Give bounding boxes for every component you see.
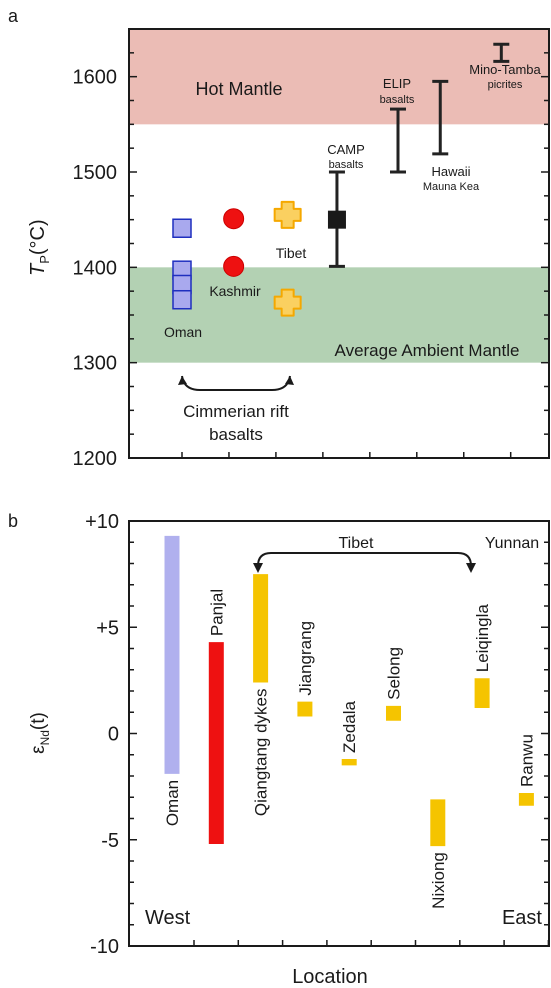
bar-leiqingla (474, 678, 490, 708)
category-label-qiangtang-dykes: Qiangtang dykes (252, 689, 271, 817)
cimmerian-label-line1: Cimmerian rift (183, 402, 289, 421)
camp-label-2: basalts (329, 159, 364, 171)
category-label-jiangrang: Jiangrang (296, 621, 315, 696)
cimmerian-bracket (181, 375, 291, 391)
bar-nixiong (430, 799, 446, 847)
category-label-panjal: Panjal (207, 589, 226, 636)
bar-ranwu (518, 793, 534, 806)
category-label-selong: Selong (385, 647, 404, 700)
band-average-ambient-mantle (129, 267, 549, 363)
panel-b-y-axis-label-sub: Nd (38, 730, 52, 745)
hawaii-label-2: Mauna Kea (423, 181, 480, 193)
east-label: East (502, 907, 542, 929)
panel-b-letter: b (8, 511, 18, 531)
panel-a-error-bars (327, 42, 510, 268)
west-label: West (145, 907, 191, 929)
panel-b-y-axis-label-tail: (t) (28, 712, 49, 730)
kashmir-label: Kashmir (209, 283, 261, 299)
panel-b-y-tick-label: 0 (108, 724, 119, 746)
cimmerian-bracket-arrow-right (285, 376, 294, 385)
panel-a-plot-frame (128, 28, 550, 459)
marker-oman-4 (172, 289, 192, 310)
oman-label: Oman (164, 324, 202, 340)
marker-tibet-2 (273, 288, 302, 317)
tibet-bracket (257, 552, 472, 567)
panel-b-bars (164, 535, 534, 847)
marker-kashmir-2 (223, 255, 245, 277)
tibet-label-a: Tibet (276, 245, 307, 261)
panel-b-y-tick-label: -10 (90, 936, 119, 958)
category-label-zedala: Zedala (340, 700, 359, 753)
bar-oman (164, 535, 180, 774)
panel-b-y-tick-label: +10 (85, 511, 119, 533)
panel-a-y-axis-label-unit: (°C) (27, 219, 49, 255)
panel-b-y-axis-label-main: ε (28, 745, 49, 754)
panel-a-chart: 1200 1300 1400 1500 1600 TP(°C) Hot Mantle A… (27, 28, 550, 470)
panel-b-plot-frame (128, 520, 550, 947)
category-label-oman: Oman (163, 780, 182, 826)
panel-a-y-tick-label: 1300 (73, 353, 118, 375)
panel-b-y-tick-label: -5 (101, 830, 119, 852)
category-label-nixiong: Nixiong (429, 852, 448, 909)
marker-tibet-1 (273, 200, 302, 229)
panel-a-markers (172, 200, 302, 317)
bar-panjal (208, 642, 224, 844)
panel-a-y-axis-label: TP(°C) (27, 219, 52, 276)
bar-qiangtang-dykes (253, 574, 269, 683)
hawaii-label: Hawaii (431, 164, 470, 179)
tibet-label-b: Tibet (339, 535, 375, 552)
panel-b-category-labels: Oman Panjal Qiangtang dykes Jiangrang Zedala… (163, 589, 536, 909)
panel-b-y-tick-labels: +10 +5 0 -5 -10 (85, 511, 119, 958)
yunnan-label: Yunnan (485, 535, 539, 552)
panel-b-chart: +10 +5 0 -5 -10 Oman Panjal Qiangtang dykes Jia… (28, 511, 550, 988)
mino-tamba-label-2: picrites (488, 79, 523, 91)
panel-b-y-axis-label: εNd(t) (28, 712, 52, 754)
panel-a-y-tick-labels: 1200 1300 1400 1500 1600 (73, 67, 118, 470)
cimmerian-label-line2: basalts (209, 425, 263, 444)
panel-a-bands (129, 29, 549, 363)
tibet-bracket-arrow-right (466, 563, 476, 573)
panel-b-y-tick-label: +5 (96, 617, 119, 639)
panel-a-y-tick-label: 1600 (73, 67, 118, 89)
elip-label: ELIP (383, 76, 411, 91)
category-label-leiqingla: Leiqingla (473, 604, 492, 673)
bar-selong (386, 705, 401, 721)
marker-oman-1 (172, 218, 192, 238)
category-label-ranwu: Ranwu (517, 734, 536, 787)
marker-camp (327, 210, 346, 229)
cimmerian-bracket-arrow-left (178, 376, 187, 385)
elip-label-2: basalts (380, 94, 415, 106)
camp-label: CAMP (327, 142, 365, 157)
panel-a-y-axis-label-main: T (27, 262, 49, 276)
tibet-bracket-arrow-left (253, 563, 263, 573)
bar-jiangrang (297, 701, 313, 717)
panel-b-x-axis-label: Location (292, 966, 368, 988)
bar-zedala (341, 759, 357, 766)
panel-a-letter: a (8, 6, 19, 26)
panel-a-y-tick-label: 1200 (73, 448, 118, 470)
panel-a-y-tick-label: 1400 (73, 257, 118, 279)
mino-tamba-label: Mino-Tamba (469, 62, 541, 77)
panel-a-y-axis-label-sub: P (37, 255, 52, 264)
ambient-mantle-label: Average Ambient Mantle (335, 341, 520, 360)
panel-a-y-tick-label: 1500 (73, 162, 118, 184)
band-hot-mantle (129, 29, 549, 125)
hot-mantle-label: Hot Mantle (195, 79, 282, 99)
marker-kashmir-1 (223, 208, 245, 230)
